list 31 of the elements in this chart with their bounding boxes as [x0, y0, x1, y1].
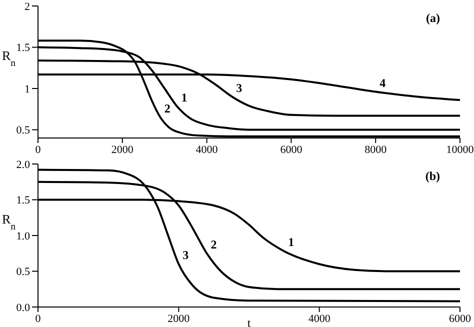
x-tick-label: 0 — [35, 144, 42, 156]
y-tick-label: 0.0 — [16, 302, 30, 314]
x-tick-label: 8000 — [364, 144, 388, 156]
x-tick-label: 6000 — [280, 144, 303, 156]
y-tick-label: 1.5 — [16, 42, 30, 54]
x-tick-label: 2000 — [111, 144, 134, 156]
y-axis-title: R$_{n}$ — [2, 48, 16, 68]
x-tick-label: 6000 — [449, 312, 472, 325]
x-tick-label: 2000 — [168, 312, 190, 325]
x-axis-title: t — [247, 316, 252, 327]
y-tick-label: 0.5 — [16, 266, 30, 278]
y-tick-label: 2.0 — [16, 158, 30, 171]
series-label: 4 — [380, 76, 386, 90]
x-tick-label: 0 — [35, 312, 42, 325]
y-tick-label: 1.5 — [16, 194, 30, 207]
y-axis-title: R$_{n}$ — [2, 212, 16, 232]
series-label: 2 — [210, 237, 217, 252]
y-tick-label: 2 — [24, 0, 30, 13]
x-tick-label: 4000 — [196, 144, 218, 156]
series-label: 2 — [164, 101, 170, 116]
y-tick-label: 1.0 — [16, 230, 30, 242]
x-tick-label: 10000 — [446, 144, 474, 156]
series-label: 3 — [236, 80, 242, 95]
series-label: 1 — [181, 90, 188, 105]
y-tick-label: 0.5 — [16, 124, 30, 137]
x-tick-label: 4000 — [308, 312, 331, 325]
annotation: (b) — [425, 169, 440, 183]
y-tick-label: 1 — [24, 83, 30, 96]
annotation: (a) — [426, 11, 440, 25]
series-label: 1 — [288, 235, 294, 250]
series-label: 3 — [182, 248, 189, 262]
